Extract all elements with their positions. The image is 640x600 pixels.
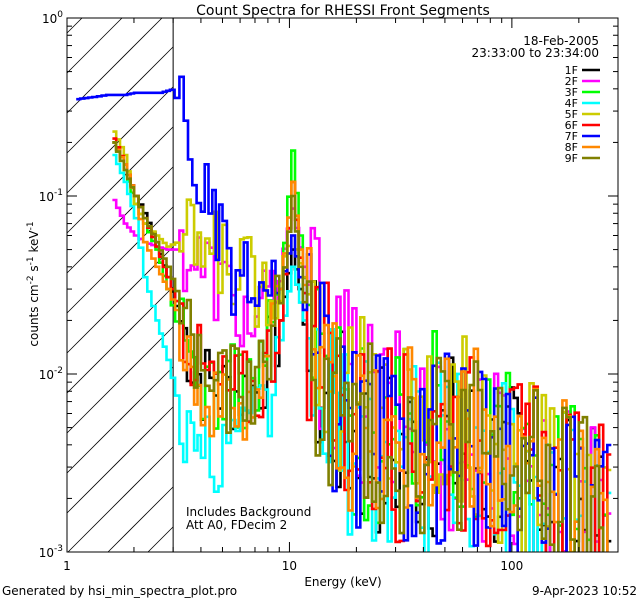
x-tick-label: 100: [500, 559, 523, 573]
legend-label-8F: 8F: [565, 141, 578, 154]
annotation-attenuator: Att A0, FDecim 2: [186, 518, 287, 532]
y-tick-label: 10-3: [39, 544, 63, 560]
hatch-line: [66, 126, 174, 234]
date-label: 18-Feb-2005: [523, 34, 599, 48]
footer-generated-by: Generated by hsi_min_spectra_plot.pro: [2, 584, 237, 598]
time-range-label: 23:33:00 to 23:34:00: [472, 46, 599, 60]
legend-label-6F: 6F: [565, 119, 578, 132]
y-tick-label: 10-1: [39, 188, 63, 204]
hatch-line: [66, 286, 174, 394]
x-axis-label: Energy (keV): [304, 575, 381, 589]
hatch-line: [67, 446, 174, 553]
footer-timestamp: 9-Apr-2023 10:52: [532, 584, 637, 598]
hatch-line: [66, 206, 174, 314]
hatch-line: [66, 326, 174, 434]
hatch-line: [66, 46, 174, 154]
legend-label-3F: 3F: [565, 86, 578, 99]
hatch-line: [66, 17, 83, 34]
x-tick-label: 1: [63, 559, 71, 573]
legend-label-1F: 1F: [565, 64, 578, 77]
chart-title: Count Spectra for RHESSI Front Segments: [196, 3, 490, 19]
x-tick-label: 10: [282, 559, 297, 573]
hatch-line: [66, 17, 123, 74]
hatch-line: [147, 526, 174, 553]
hatch-line: [107, 486, 174, 553]
y-axis-label: counts cm-2 s-1 keV-1: [26, 221, 41, 346]
hatch-line: [66, 406, 174, 514]
y-tick-label: 100: [42, 10, 63, 26]
axis-ticks: 1 10 100 100 10-1 10-2 10-3: [39, 10, 619, 573]
hatch-line: [66, 366, 174, 474]
y-tick-label: 10-2: [39, 366, 63, 382]
legend-label-2F: 2F: [565, 75, 578, 88]
series-layer: [76, 75, 612, 552]
legend-label-4F: 4F: [565, 97, 578, 110]
legend-label-9F: 9F: [565, 152, 578, 165]
plot-frame: [66, 17, 619, 553]
hatch-line: [66, 17, 163, 114]
legend-label-7F: 7F: [565, 130, 578, 143]
series-9F: [112, 141, 605, 552]
annotation-background: Includes Background: [186, 505, 311, 519]
hatch-line: [66, 166, 174, 274]
hatch-line: [66, 246, 174, 354]
legend-label-5F: 5F: [565, 108, 578, 121]
